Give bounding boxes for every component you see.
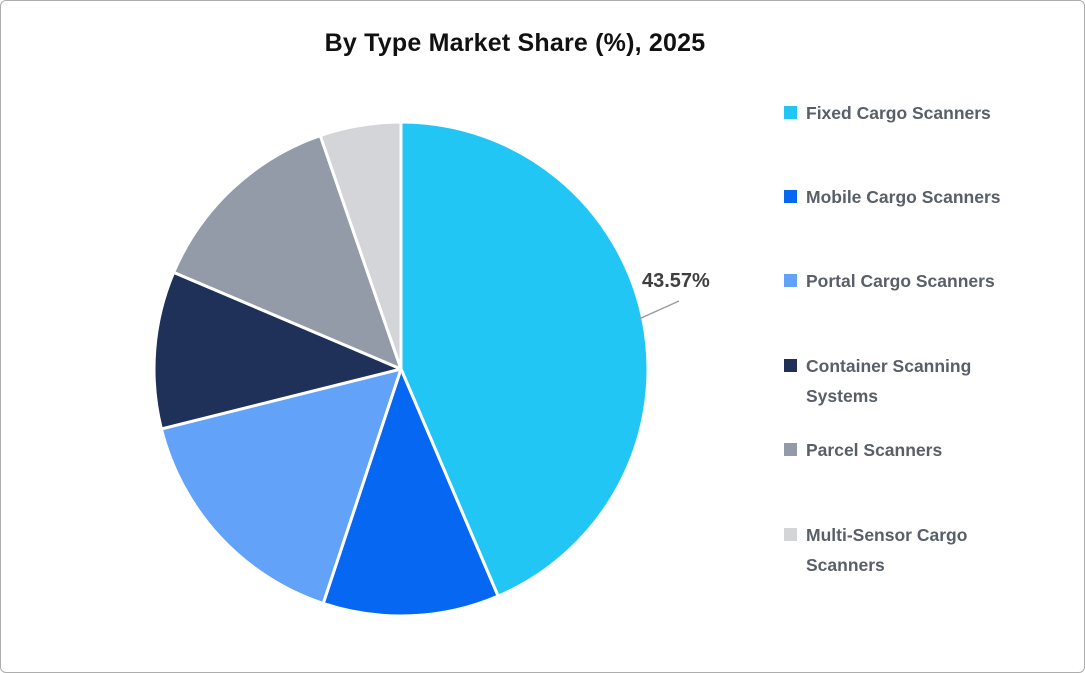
pie-slice-mobile-cargo-scanners bbox=[321, 367, 500, 618]
pie-slice-container-scanning-systems bbox=[152, 270, 403, 431]
legend-item-fixed-cargo-scanners: Fixed Cargo Scanners bbox=[784, 98, 1034, 128]
legend-label: Mobile Cargo Scanners bbox=[806, 187, 1001, 207]
legend-label: Fixed Cargo Scanners bbox=[806, 103, 991, 123]
data-label-leader-line bbox=[638, 300, 680, 320]
legend-marker-mobile-cargo-scanners bbox=[784, 190, 797, 203]
legend-item-container-scanning-systems: Container Scanning Systems bbox=[784, 351, 1034, 411]
legend-label: Multi-Sensor Cargo Scanners bbox=[806, 525, 968, 575]
legend-marker-parcel-scanners bbox=[784, 443, 797, 456]
pie-data-label: 43.57% bbox=[642, 270, 710, 292]
legend-item-mobile-cargo-scanners: Mobile Cargo Scanners bbox=[784, 182, 1034, 212]
pie-chart bbox=[152, 120, 680, 618]
legend-item-portal-cargo-scanners: Portal Cargo Scanners bbox=[784, 266, 1034, 296]
pie-slice-portal-cargo-scanners bbox=[159, 367, 403, 605]
legend-item-parcel-scanners: Parcel Scanners bbox=[784, 435, 1034, 465]
legend-marker-fixed-cargo-scanners bbox=[784, 106, 797, 119]
pie-slice-parcel-scanners bbox=[172, 134, 403, 371]
legend-item-multi-sensor-cargo-scanners: Multi-Sensor Cargo Scanners bbox=[784, 520, 1034, 580]
pie-slice-multi-sensor-cargo-scanners bbox=[318, 120, 403, 371]
legend-marker-multi-sensor-cargo-scanners bbox=[784, 528, 797, 541]
legend-marker-container-scanning-systems bbox=[784, 359, 797, 372]
legend: Fixed Cargo Scanners Mobile Cargo Scanne… bbox=[784, 1, 1064, 672]
chart-title: By Type Market Share (%), 2025 bbox=[324, 29, 706, 57]
legend-label: Portal Cargo Scanners bbox=[806, 271, 995, 291]
legend-marker-portal-cargo-scanners bbox=[784, 274, 797, 287]
pie-slice-fixed-cargo-scanners bbox=[399, 120, 650, 598]
legend-label: Container Scanning Systems bbox=[806, 356, 972, 406]
legend-label: Parcel Scanners bbox=[806, 440, 943, 460]
